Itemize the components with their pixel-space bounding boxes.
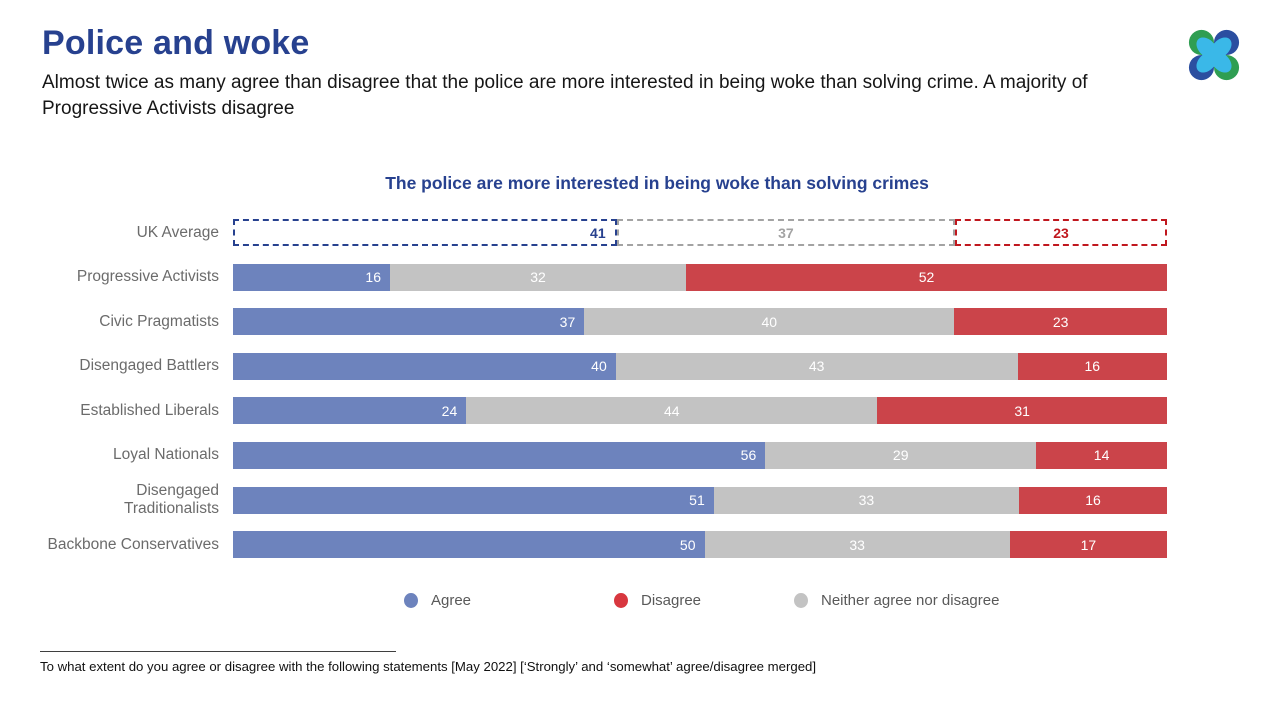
bar-value: 23 [1052,313,1069,330]
stacked-bar: 24 44 31 [233,397,1167,425]
category-label: Disengaged Traditionalists [123,482,219,518]
bar-segment-disagree: 31 [877,397,1167,425]
category-label: Backbone Conservatives [47,535,219,553]
bar-value: 40 [591,358,607,375]
legend-label: Agree [431,592,472,609]
category-label: Disengaged Battlers [79,357,219,375]
category-row: Progressive Activists 16 32 52 [42,263,1167,291]
bar-value: 16 [365,269,381,286]
bar-value: 33 [849,536,865,553]
bar-segment-neither: 29 [765,441,1037,469]
bar-value: 24 [441,402,458,419]
stacked-bar: 50 33 17 [233,531,1167,559]
category-row: Disengaged Battlers 40 43 16 [42,352,1167,380]
footnote-divider [40,651,396,652]
category-row: Established Liberals 24 44 31 [42,397,1167,425]
bar-value: 17 [1080,536,1097,553]
category-label: Progressive Activists [76,268,219,286]
stacked-bar: 37 40 23 [233,308,1167,336]
bar-segment-agree: 41 [233,219,617,246]
stacked-bar-chart: UK Average 41 37 23 Progressive Activists 16 3… [42,219,1167,576]
stacked-bar: 41 37 23 [233,219,1167,246]
category-label: Civic Pragmatists [99,312,219,330]
legend-marker-agree-icon [404,593,418,608]
category-row: Loyal Nationals 56 29 14 [42,441,1167,469]
bar-value: 51 [689,492,705,509]
bar-segment-disagree: 23 [955,219,1167,246]
category-label: Loyal Nationals [113,446,219,464]
header: Police and woke Almost twice as many agr… [42,24,1192,122]
bar-segment-agree: 37 [233,308,585,336]
bar-value: 40 [761,313,778,330]
bar-segment-neither: 32 [390,263,686,291]
bar-value: 32 [530,269,546,286]
bar-segment-neither: 43 [615,352,1018,380]
category-row: Backbone Conservatives 50 33 17 [42,531,1167,559]
bar-segment-neither: 40 [584,308,955,336]
bar-value: 43 [808,358,825,375]
bar-segment-disagree: 16 [1019,486,1167,514]
footnote: To what extent do you agree or disagree … [40,659,817,674]
bar-value: 16 [1084,358,1101,375]
bar-value: 50 [679,536,696,553]
bar-segment-agree: 40 [233,352,616,380]
bar-segment-agree: 56 [233,441,766,469]
legend-item-agree: Agree [404,592,614,609]
page-subtitle: Almost twice as many agree than disagree… [42,72,1088,119]
bar-segment-agree: 50 [233,531,705,559]
bar-segment-disagree: 17 [1009,531,1167,559]
stacked-bar: 40 43 16 [233,352,1167,380]
legend-marker-neither-icon [794,593,808,608]
legend-item-disagree: Disagree [614,592,794,609]
bar-segment-neither: 33 [704,531,1010,559]
bar-segment-disagree: 16 [1017,352,1167,380]
logo-graphic [1188,29,1240,81]
bar-value: 29 [892,447,909,464]
bar-segment-neither: 33 [713,486,1019,514]
more-in-common-logo [1187,28,1241,82]
bar-value: 16 [1085,492,1101,509]
stacked-bar: 51 33 16 [233,486,1167,514]
bar-value: 33 [858,492,875,509]
category-row: UK Average 41 37 23 [42,219,1167,246]
bar-segment-neither: 37 [616,219,956,246]
category-label: Established Liberals [80,401,219,419]
bar-segment-disagree: 52 [686,263,1167,291]
page-title: Police and woke [42,24,310,62]
bar-segment-neither: 44 [466,397,878,425]
bar-value: 14 [1093,447,1110,464]
bar-segment-agree: 51 [233,486,714,514]
chart-legend: Agree Disagree Neither agree nor disagree [404,592,999,609]
bar-value: 37 [559,313,576,330]
bar-segment-disagree: 14 [1036,441,1167,469]
bar-segment-disagree: 23 [954,308,1167,336]
bar-value: 23 [1053,224,1069,241]
chart-title: The police are more interested in being … [385,173,929,193]
bar-value: 44 [664,402,680,419]
stacked-bar: 16 32 52 [233,263,1167,291]
bar-segment-agree: 16 [233,263,390,291]
legend-label: Neither agree nor disagree [821,592,1000,609]
category-row: Civic Pragmatists 37 40 23 [42,308,1167,336]
stacked-bar: 56 29 14 [233,441,1167,469]
legend-item-neither: Neither agree nor disagree [794,592,999,609]
category-label: UK Average [136,223,219,241]
bar-value: 31 [1014,402,1030,419]
bar-value: 41 [590,224,606,241]
bar-value: 37 [778,224,794,241]
bar-value: 56 [740,447,757,464]
category-row: Disengaged Traditionalists 51 33 16 [42,482,1167,517]
legend-label: Disagree [641,592,702,609]
bar-value: 52 [918,269,935,286]
bar-segment-agree: 24 [233,397,467,425]
legend-marker-disagree-icon [614,593,628,608]
